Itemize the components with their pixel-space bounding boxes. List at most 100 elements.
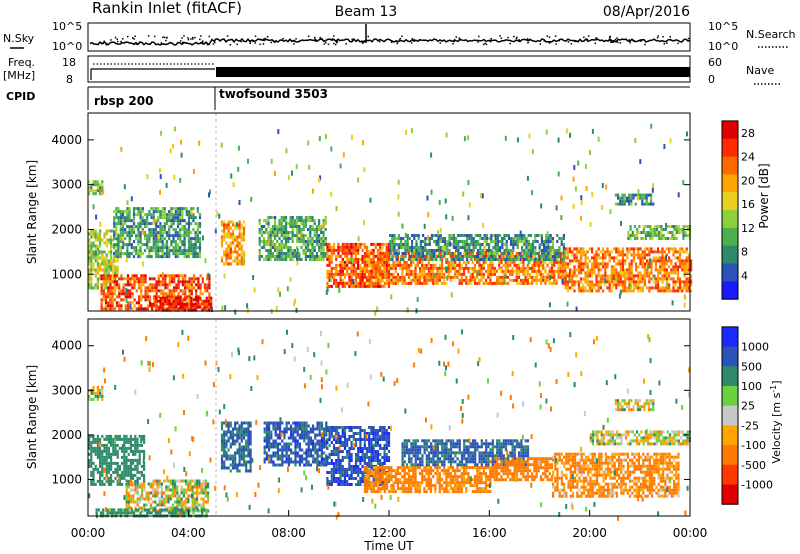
data-cell [586, 250, 589, 254]
data-cell [236, 244, 239, 248]
data-cell [160, 497, 163, 501]
data-cell [332, 242, 336, 246]
data-cell [396, 272, 400, 276]
data-cell [668, 259, 671, 263]
scatter-cell [237, 166, 240, 172]
data-cell [383, 257, 386, 261]
data-cell [634, 202, 637, 206]
data-cell [113, 274, 116, 278]
data-cell [184, 280, 187, 284]
cpid-panel: CPID rbsp 200 twofsound 3503 [6, 86, 690, 110]
data-cell [238, 235, 241, 239]
data-cell [531, 263, 534, 267]
data-cell [503, 234, 506, 237]
data-cell [159, 274, 163, 278]
data-cell [101, 253, 104, 257]
noise-search-dot [236, 43, 238, 46]
data-cell [654, 256, 657, 260]
data-cell [183, 296, 186, 300]
data-cell [624, 277, 627, 281]
data-cell [168, 255, 171, 259]
data-cell [391, 255, 394, 258]
data-cell [179, 234, 182, 238]
data-cell [537, 251, 540, 255]
data-cell [560, 243, 563, 246]
data-cell [527, 249, 530, 252]
data-cell [337, 272, 340, 276]
data-cell [152, 482, 155, 486]
data-cell [227, 220, 230, 224]
data-cell [118, 434, 121, 438]
data-cell [269, 249, 272, 252]
data-cell [529, 246, 532, 249]
data-cell [619, 271, 622, 275]
data-cell [135, 225, 138, 229]
data-cell [238, 253, 241, 257]
scatter-cell [235, 222, 238, 227]
scatter-cell [445, 214, 448, 220]
data-cell [107, 280, 110, 284]
data-cell [121, 449, 124, 453]
data-cell [354, 260, 358, 264]
data-cell [439, 258, 442, 261]
data-cell [190, 283, 193, 287]
data-cell [146, 237, 149, 241]
data-cell [113, 252, 116, 256]
data-cell [153, 289, 156, 293]
data-cell [372, 242, 375, 246]
data-cell [287, 252, 290, 255]
data-cell [205, 302, 208, 306]
data-cell [498, 278, 501, 282]
data-cell [158, 479, 161, 483]
data-cell [591, 268, 594, 272]
data-cell [573, 289, 576, 293]
data-cell [289, 246, 292, 249]
data-cell [167, 488, 170, 492]
data-cell [619, 253, 622, 257]
data-cell [454, 275, 457, 279]
data-cell [146, 255, 149, 259]
data-cell [187, 219, 191, 223]
data-cell [370, 257, 373, 261]
data-cell [629, 225, 632, 228]
data-cell [157, 299, 160, 303]
data-cell [122, 289, 125, 293]
data-cell [477, 243, 480, 246]
data-cell [163, 243, 166, 247]
data-cell [393, 249, 396, 252]
data-cell [258, 249, 261, 252]
data-cell [408, 255, 411, 258]
noise-search-dot [134, 35, 136, 37]
noise-search-dot [567, 41, 570, 43]
data-cell [206, 283, 209, 287]
data-cell [107, 440, 110, 444]
data-cell [685, 268, 688, 272]
data-cell [341, 251, 344, 255]
data-cell [307, 246, 310, 249]
data-cell [637, 271, 640, 275]
data-cell [102, 289, 105, 293]
scatter-cell [238, 200, 241, 205]
data-cell [556, 240, 559, 243]
data-cell [539, 260, 543, 264]
data-cell [619, 202, 622, 206]
data-cell [135, 213, 138, 217]
data-cell [490, 240, 493, 243]
data-cell [107, 289, 110, 293]
data-cell [602, 280, 605, 284]
data-cell [205, 308, 208, 312]
data-cell [170, 274, 174, 278]
data-cell [683, 286, 686, 290]
data-cell [434, 254, 437, 258]
data-cell [188, 308, 191, 312]
data-cell [436, 266, 439, 270]
data-cell [665, 271, 668, 275]
scatter-cell [247, 158, 249, 164]
data-cell [577, 259, 580, 263]
data-cell [152, 249, 155, 253]
data-cell [120, 277, 123, 281]
data-cell [470, 237, 473, 240]
data-cell [137, 234, 140, 238]
data-cell [196, 234, 199, 238]
data-cell [343, 263, 347, 267]
